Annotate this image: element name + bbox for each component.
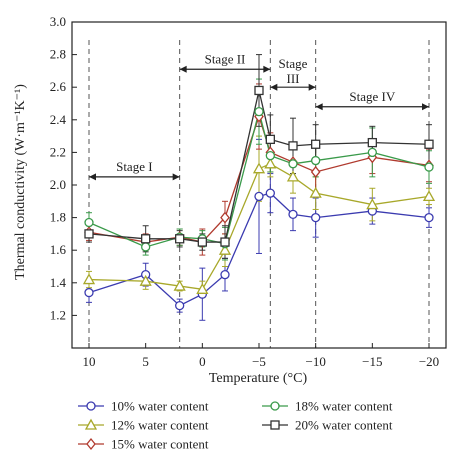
data-point <box>84 229 94 239</box>
legend-marker <box>86 401 96 411</box>
data-point <box>311 139 321 149</box>
data-point <box>366 198 379 210</box>
x-axis-title: Temperature (°C) <box>209 371 308 386</box>
data-point <box>84 217 94 228</box>
y-tick-label: 2.8 <box>50 47 66 62</box>
data-point <box>197 237 207 247</box>
data-point <box>288 209 298 219</box>
legend-label: 15% water content <box>111 437 209 452</box>
arrow-head <box>422 103 429 111</box>
data-point <box>254 107 264 117</box>
arrow-head <box>172 173 180 181</box>
data-point <box>220 237 230 247</box>
data-point <box>196 282 209 294</box>
data-point <box>252 162 266 174</box>
legend-label: 20% water content <box>295 418 393 433</box>
stage-label: Stage II <box>205 51 246 66</box>
data-point <box>82 273 96 285</box>
data-point <box>254 85 264 96</box>
y-tick-label: 1.4 <box>50 275 67 290</box>
legend: 10% water content 12% water content 15% wa… <box>78 399 393 452</box>
arrow-head <box>263 65 271 73</box>
arrow-head <box>270 83 278 91</box>
data-point <box>218 243 232 255</box>
y-tick-label: 2.0 <box>50 177 66 192</box>
stage-label: Stage IV <box>349 89 395 104</box>
data-point <box>265 151 275 161</box>
x-tick-label: −15 <box>362 354 382 369</box>
y-tick-label: 3.0 <box>50 14 66 29</box>
stage-label: III <box>287 71 300 86</box>
data-point <box>311 212 321 223</box>
data-point <box>264 157 277 169</box>
data-point <box>367 147 377 158</box>
stage-label: Stage I <box>116 159 152 174</box>
data-point <box>220 211 230 224</box>
y-tick-label: 2.2 <box>50 144 66 159</box>
legend-label: 10% water content <box>111 399 209 414</box>
y-tick-label: 1.8 <box>50 210 66 225</box>
arrow-head <box>315 103 323 111</box>
y-tick-label: 1.2 <box>50 307 66 322</box>
data-point <box>173 279 186 291</box>
arrow-head <box>308 83 316 91</box>
legend-marker <box>270 420 280 430</box>
data-point <box>141 234 151 244</box>
data-point <box>288 141 298 151</box>
arrow-head <box>89 173 96 181</box>
legend-label: 18% water content <box>295 399 393 414</box>
x-tick-label: 10 <box>83 354 96 369</box>
legend-label: 12% water content <box>111 418 209 433</box>
legend-marker <box>84 418 98 430</box>
data-point <box>175 300 185 311</box>
x-tick-label: 0 <box>199 354 206 369</box>
x-tick-label: −10 <box>305 354 325 369</box>
x-tick-label: −5 <box>252 354 266 369</box>
data-point <box>422 190 436 202</box>
data-point <box>309 186 322 198</box>
y-axis-title: Thermal conductivity (W·m⁻¹K⁻¹) <box>13 84 28 280</box>
data-point <box>367 137 377 148</box>
y-tick-label: 2.6 <box>50 79 67 94</box>
stage-label: Stage <box>279 56 308 71</box>
data-point <box>175 234 185 244</box>
y-tick-label: 2.4 <box>50 112 67 127</box>
data-point <box>310 165 321 179</box>
data-point <box>220 269 230 280</box>
arrow-head <box>179 65 187 73</box>
data-point <box>424 139 434 149</box>
data-point <box>288 159 298 169</box>
series-markers <box>82 85 436 311</box>
axis-ticks: 1.2 1.4 1.6 1.8 2.0 2.2 2.4 2.6 2.8 3.0 10 5 0 −5 −10 −… <box>50 14 439 369</box>
data-point <box>424 212 434 223</box>
data-point <box>424 162 434 172</box>
data-point <box>311 155 321 166</box>
legend-marker <box>270 401 280 411</box>
data-point <box>254 191 264 202</box>
data-point <box>265 134 275 145</box>
legend-marker <box>86 437 96 451</box>
x-tick-label: 5 <box>142 354 149 369</box>
data-point <box>141 242 151 252</box>
x-tick-label: −20 <box>419 354 439 369</box>
y-tick-label: 1.6 <box>50 242 67 257</box>
data-point <box>139 274 152 286</box>
data-point <box>265 188 275 198</box>
data-point <box>286 170 300 182</box>
data-point <box>84 287 94 298</box>
